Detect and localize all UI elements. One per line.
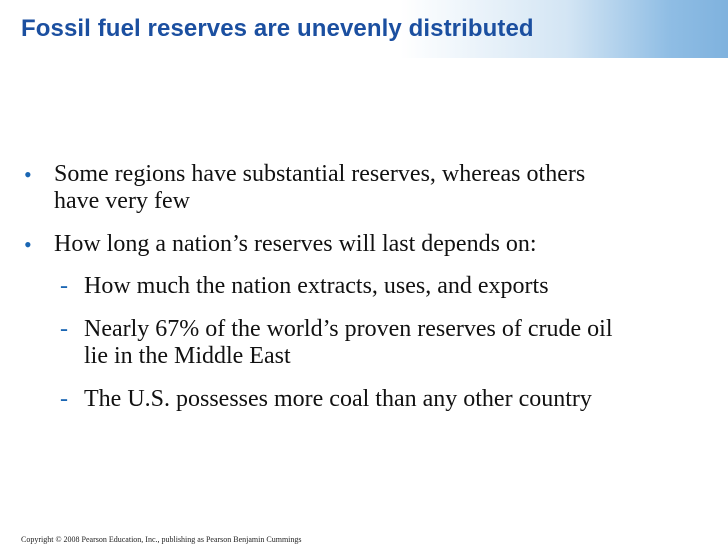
title-band <box>0 0 728 58</box>
bullet-marker: • <box>24 162 32 187</box>
sub-bullet-text-line: lie in the Middle East <box>84 343 291 369</box>
sub-bullet-item: - The U.S. possesses more coal than any … <box>60 386 724 413</box>
sub-bullet-item: - How much the nation extracts, uses, an… <box>60 273 724 300</box>
sub-bullet-text: Nearly 67% of the world’s proven reserve… <box>84 316 724 370</box>
slide-title: Fossil fuel reserves are unevenly distri… <box>21 15 534 42</box>
bullet-text-line: have very few <box>54 188 190 214</box>
sub-bullet-marker: - <box>60 316 68 342</box>
sub-bullet-text: How much the nation extracts, uses, and … <box>84 273 549 299</box>
bullet-marker: • <box>24 232 32 257</box>
bullet-item: • How long a nation’s reserves will last… <box>24 231 704 258</box>
bullet-text-line: Some regions have substantial reserves, … <box>54 161 586 187</box>
sub-bullet-item: - Nearly 67% of the world’s proven reser… <box>60 316 724 370</box>
sub-bullet-marker: - <box>60 273 68 299</box>
copyright-footer: Copyright © 2008 Pearson Education, Inc.… <box>21 535 302 544</box>
sub-bullet-text: The U.S. possesses more coal than any ot… <box>84 386 592 412</box>
bullet-text: How long a nation’s reserves will last d… <box>54 231 537 257</box>
sub-bullet-marker: - <box>60 386 68 412</box>
bullet-item: • Some regions have substantial reserves… <box>24 161 704 215</box>
bullet-text: Some regions have substantial reserves, … <box>54 161 704 215</box>
sub-bullet-text-line: Nearly 67% of the world’s proven reserve… <box>84 316 613 342</box>
